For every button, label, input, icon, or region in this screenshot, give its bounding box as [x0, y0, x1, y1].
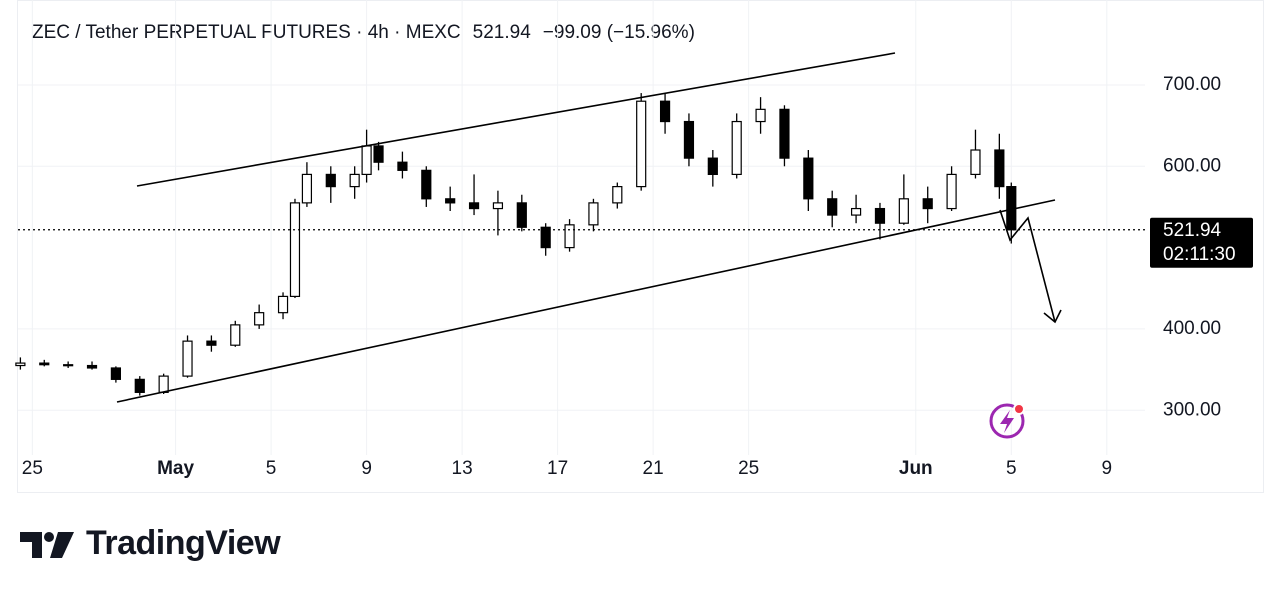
candle-body	[39, 362, 50, 366]
candle-body	[850, 207, 862, 216]
candle-body	[230, 324, 241, 346]
x-tick-label: 9	[361, 458, 372, 479]
candle-body	[755, 108, 766, 123]
candle-body	[134, 378, 145, 393]
logo-dot	[44, 531, 54, 542]
chart-frame	[17, 0, 1264, 493]
x-tick-label: 25	[738, 458, 759, 479]
alert-bolt	[1000, 410, 1014, 433]
symbol: ZEC / Tether PERPETUAL FUTURES · 4h · ME…	[32, 22, 461, 43]
candle-body	[922, 198, 933, 210]
candle-body	[421, 169, 432, 200]
alert-icon[interactable]	[989, 403, 1025, 439]
candle-body	[659, 100, 671, 123]
candle-body	[970, 149, 981, 176]
candle-body	[397, 161, 408, 171]
candle-body	[301, 173, 313, 204]
candle-body	[445, 198, 456, 204]
candle-body	[86, 364, 98, 369]
x-tick-label: 25	[22, 458, 43, 479]
candle-body	[325, 173, 336, 188]
footer: TradingView	[20, 524, 281, 563]
y-tick-label: 300.00	[1163, 399, 1221, 420]
candle-body	[516, 202, 527, 228]
candle-body	[779, 108, 790, 159]
candle-body	[636, 100, 647, 188]
channel-lower	[116, 199, 1056, 403]
candle-body	[564, 224, 575, 249]
candle-body	[468, 202, 480, 210]
chart: ZEC / Tether PERPETUAL FUTURES · 4h · ME…	[15, 0, 1264, 493]
projection-arrow	[999, 209, 1056, 323]
x-tick-label: Jun	[899, 458, 933, 479]
candle-body	[182, 340, 193, 377]
candle-body	[158, 375, 169, 393]
candle-body	[373, 145, 384, 163]
y-tick-label: 400.00	[1163, 318, 1221, 339]
candle-body	[110, 367, 121, 380]
candle-body	[361, 145, 372, 176]
arrow-head	[1043, 309, 1062, 324]
header-price: 521.94	[473, 22, 532, 43]
candle-body	[803, 157, 814, 200]
candle-body	[540, 226, 551, 249]
alert-dot	[1013, 403, 1025, 415]
x-tick-label: 5	[266, 458, 277, 479]
price-tag-box	[1150, 217, 1253, 268]
candle-body	[63, 364, 74, 367]
candle-body	[612, 186, 623, 204]
candle-body	[683, 120, 695, 159]
price-tag-countdown: 02:11:30	[1163, 244, 1236, 265]
header-change: −99.09 (−15.96%)	[543, 22, 695, 43]
candle-body	[15, 362, 26, 367]
candle-body	[827, 198, 838, 216]
logo-v	[50, 531, 74, 558]
x-tick-label: 21	[643, 458, 664, 479]
candle-body	[492, 202, 504, 210]
candles	[15, 93, 1017, 396]
candle-body	[898, 198, 909, 224]
candle-body	[731, 120, 742, 176]
candle-body	[588, 202, 599, 226]
alert-ring	[989, 403, 1025, 439]
candle-body	[946, 173, 957, 210]
candle-body	[289, 202, 301, 298]
chart-title: ZEC / Tether PERPETUAL FUTURES · 4h · ME…	[32, 22, 695, 43]
y-tick-label: 700.00	[1163, 74, 1221, 95]
brand-name: TradingView	[86, 524, 281, 562]
brand-logo	[20, 531, 74, 558]
x-tick-label: May	[157, 458, 194, 479]
candle-body	[277, 295, 289, 314]
price-tag: 521.94 02:11:30	[1150, 217, 1253, 268]
candle-body	[874, 207, 886, 224]
x-tick-label: 5	[1006, 458, 1017, 479]
y-tick-label: 600.00	[1163, 155, 1221, 176]
candle-body	[254, 312, 265, 326]
candle-body	[994, 149, 1005, 188]
logo-t	[20, 531, 42, 558]
x-tick-label: 9	[1102, 458, 1113, 479]
candle-body	[707, 157, 718, 176]
x-tick-label: 13	[452, 458, 473, 479]
x-tick-label: 17	[547, 458, 568, 479]
price-tag-value: 521.94	[1163, 220, 1222, 241]
candle-body	[349, 173, 360, 188]
candle-body	[206, 340, 217, 346]
channel-upper	[136, 52, 896, 187]
grid: 300.00 400.00 600.00 700.00 25 May 5 9 13 17 21 25 J…	[18, 0, 1221, 479]
